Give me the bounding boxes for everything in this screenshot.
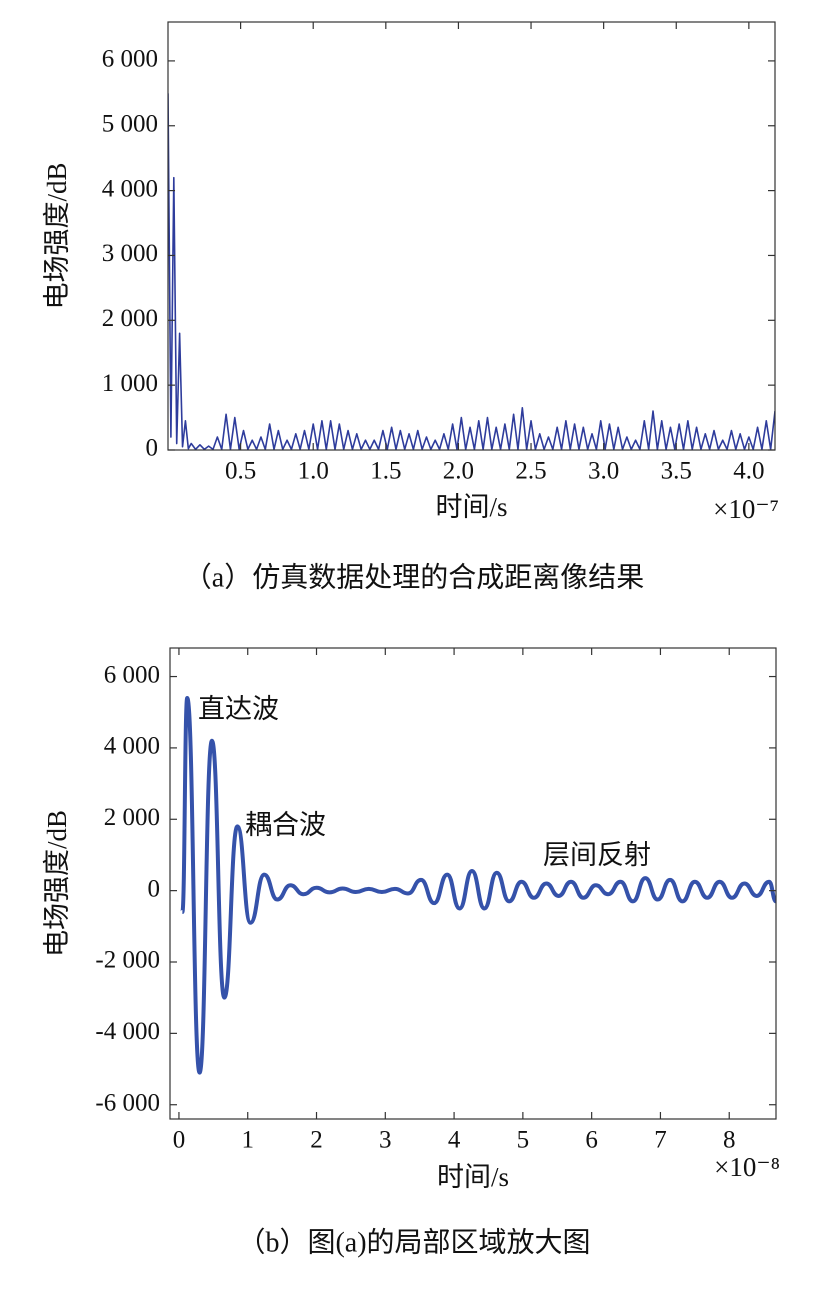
y-tick-label: 6 000 [104,661,160,688]
annotation: 耦合波 [245,810,326,840]
x-tick-label: 6 [585,1127,598,1154]
x-tick-label: 4 [448,1127,461,1154]
caption: （a）仿真数据处理的合成距离像结果 [184,561,644,593]
plot-frame [167,21,776,451]
annotation: 层间反射 [543,840,651,870]
y-tick-label: 4 000 [104,733,160,760]
y-tick-label: -4 000 [95,1018,160,1045]
x-tick-label: 3 [379,1127,392,1154]
x-scale-label: ×10⁻⁸ [714,1152,780,1182]
y-tick-label: 0 [146,435,159,462]
x-tick-label: 7 [654,1127,667,1154]
x-axis-label: 时间/s [435,492,507,522]
y-tick-label: 3 000 [102,240,158,267]
x-tick-label: 0.5 [225,458,256,485]
panel: 0 1 000 2 000 3 000 4 000 5 000 6 000 0.5 1.0 1.5… [42,21,779,593]
x-tick-label: 2.5 [515,458,546,485]
caption: （b）图(a)的局部区域放大图 [237,1226,590,1258]
data-line [180,695,776,1075]
x-tick-label: 3.5 [661,458,692,485]
x-tick-label: 1.5 [370,458,401,485]
panel: -6 000 -4 000 -2 000 0 2 000 4 000 6 000 0 1 2 3 4 5… [42,647,780,1258]
y-tick-label: 1 000 [102,370,158,397]
data-line [168,93,775,450]
y-axis-label: 电场强度/dB [42,162,72,309]
y-tick-label: 5 000 [102,110,158,137]
x-tick-label: 4.0 [733,458,764,485]
y-tick-label: 2 000 [102,305,158,332]
x-tick-label: 1 [241,1127,254,1154]
x-tick-label: 2 [310,1127,323,1154]
x-axis-label: 时间/s [437,1162,509,1192]
x-tick-label: 0 [173,1127,186,1154]
x-tick-label: 2.0 [443,458,474,485]
x-tick-label: 1.0 [298,458,329,485]
y-tick-label: 6 000 [102,46,158,73]
y-axis-label: 电场强度/dB [42,810,72,957]
annotation: 直达波 [198,694,279,724]
y-tick-label: 2 000 [104,804,160,831]
x-tick-label: 8 [723,1127,736,1154]
x-tick-label: 3.0 [588,458,619,485]
y-tick-label: -6 000 [95,1089,160,1116]
y-tick-label: 4 000 [102,175,158,202]
x-scale-label: ×10⁻⁷ [713,494,779,524]
y-tick-label: 0 [148,875,161,902]
x-tick-label: 5 [517,1127,530,1154]
plot-frame [169,647,777,1120]
y-tick-label: -2 000 [95,947,160,974]
